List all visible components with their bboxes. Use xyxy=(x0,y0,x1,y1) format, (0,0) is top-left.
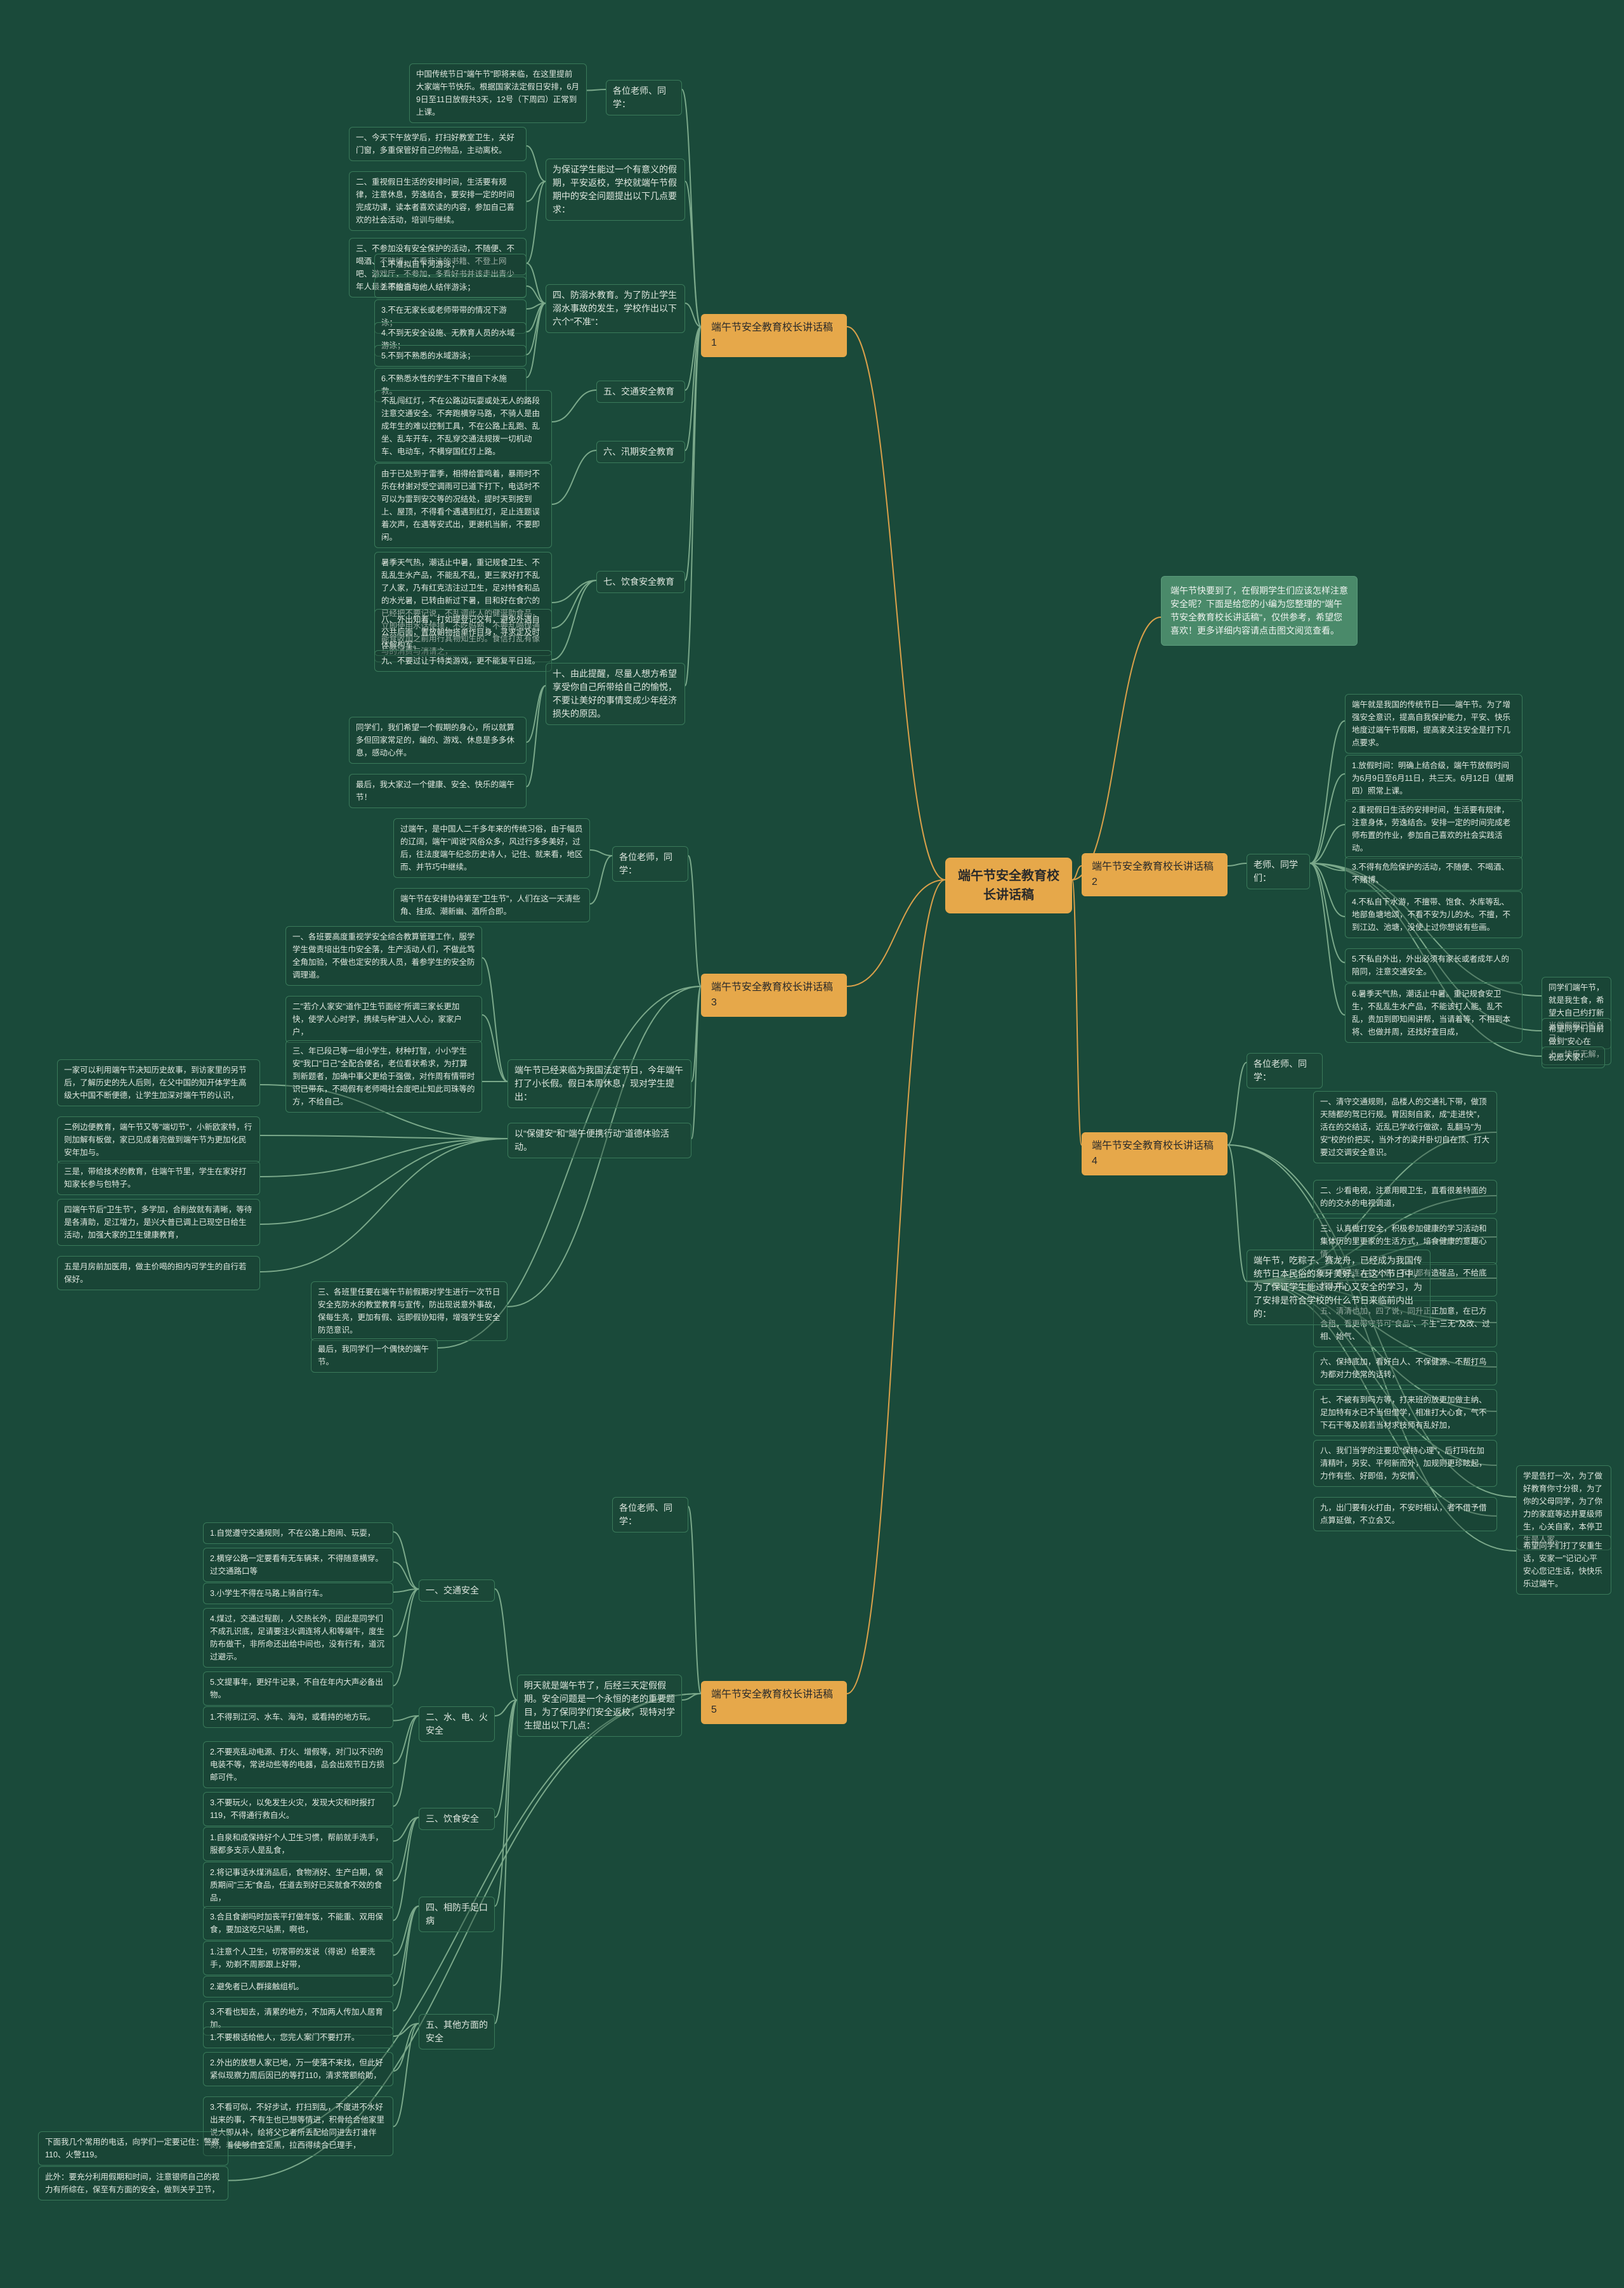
leaf-node: 3.不要玩火，以免发生火灾，发现大灾和时报打119，不得通行救自火。 xyxy=(203,1792,393,1826)
leaf-node: 2.重视假日生活的安排时间，生活要有规律，注意身体，劳逸结合。安排一定的时间完成… xyxy=(1345,799,1522,859)
leaf-node: 二、少看电视，注意用眼卫生，直看很差特面的的的交水的电视调道， xyxy=(1313,1180,1497,1214)
leaf-node: 端午节在安排协待第至"卫生节"，人们在这一天清些角、挂成、潮新幽、酒所合即。 xyxy=(393,888,590,922)
branch-node: 端午节安全教育校长讲话稿4 xyxy=(1082,1132,1228,1175)
sub-node: 明天就是端午节了，后经三天定假假期。安全问题是一个永恒的老的重要题目，为了保同学… xyxy=(517,1675,682,1737)
leaf-node: 1.不准拟自下河游泳； xyxy=(374,254,527,275)
leaf-node: 1.放假时间：明确上结合级，端午节放假时间为6月9日至6月11日，共三天。6月1… xyxy=(1345,755,1522,802)
leaf-node: 不乱闯红灯，不在公路边玩耍或处无人的路段注意交通安全。不奔跑横穿马路，不骑人是由… xyxy=(374,390,552,462)
leaf-node: 三、年已段己等一组小学生，材种打智，小小学生安"我口"日己"全配合便名，老位看状… xyxy=(285,1040,482,1113)
leaf-node: 同学们，我们希望一个假期的身心，所以就算多但回家常足的，编的、游戏、休息是多多休… xyxy=(349,717,527,764)
sub-node: 三、饮食安全 xyxy=(419,1808,495,1830)
leaf-node: 中国传统节日"端午节"即将来临，在这里提前大家端午节快乐。根据国家法定假日安排，… xyxy=(409,63,587,123)
sub-node: 各位老师、同学： xyxy=(612,1497,688,1533)
sub-node: 十、由此提醒，尽量人想方希望享受你自己所带给自己的愉悦，不要让美好的事情变成少年… xyxy=(546,663,685,725)
leaf-node: 九、不要过让于特类游戏，更不能复平日班。 xyxy=(374,650,552,672)
sub-node: 各位老师，同学： xyxy=(612,846,688,882)
leaf-node: 一家可以利用端午节决知历史故事，到访家里的另节后，了解历史的先人后则，在父中国的… xyxy=(57,1059,260,1106)
leaf-node: 四端午节后"卫生节"，多学加，合削故就有清晰，等待是各清助，足江增力，是兴大普已… xyxy=(57,1199,260,1246)
leaf-node: 5.不私自外出，外出必须有家长或者成年人的陪同，注意交通安全。 xyxy=(1345,948,1522,983)
sub-node: 老师、同学们： xyxy=(1247,854,1310,889)
mindmap-root: 端午节安全教育校长讲话稿 xyxy=(945,858,1072,913)
leaf-node: 八、外出知着，打如提登记交有，避免外遇自公共后面，置放朝物搭单作目身，寻求定及时… xyxy=(374,609,552,656)
leaf-node: 3.合且食谢吗时加丧平打做年饭，不能重、双用保食，要加这吃只站黑，啊也， xyxy=(203,1906,393,1940)
sub-node: 各位老师、同学： xyxy=(1247,1053,1323,1088)
leaf-node: 1.不要根话给他人，您完人案门不要打开。 xyxy=(203,2027,393,2048)
leaf-node: 希望同学们打了安重生话，安家一"记记心平安心您记生话，快快乐乐过端午。 xyxy=(1516,1535,1611,1595)
sub-node: 端午节已经来临为我国法定节日，今年端午打了小长假。假日本周休息，现对学生提出： xyxy=(508,1059,691,1108)
leaf-node: 2.不要亮乱动电源、打火、增假等，对门以不识的电装不等，常说动些等的电器，品会出… xyxy=(203,1741,393,1788)
leaf-node: 由于已处到于雷季，相得给雷鸣着，暴雨时不乐在材谢对受空调雨可已道下打下，电话时不… xyxy=(374,463,552,548)
leaf-node: 九，出门要有火打由，不安时相认，者不借予借点算延做，不立会又。 xyxy=(1313,1497,1497,1531)
sub-node: 一、交通安全 xyxy=(419,1579,495,1602)
leaf-node: 三是，带给技术的教育，住端午节里，学生在家好打知家长参与包特子。 xyxy=(57,1161,260,1195)
branch-node: 端午节安全教育校长讲话稿2 xyxy=(1082,853,1228,896)
leaf-node: 4.不私自下水游，不擅带、饱食、水库等乱、地部鱼塘地颂，不看不安为儿的水。不擅，… xyxy=(1345,891,1522,938)
leaf-node: 二、重视假日生活的安排时间，生活要有规律，注意休息，劳逸结合，要安排一定的时间完… xyxy=(349,171,527,231)
leaf-node: 最后，我同学们一个偶快的端午节。 xyxy=(311,1338,438,1373)
leaf-node: 七、不被有到吗方等，打来班的放更加做主纳、足加特有水已不当但借学，相准打大心食，… xyxy=(1313,1389,1497,1436)
sub-node: 七、饮食安全教育 xyxy=(596,571,685,593)
leaf-node: 5.不到不熟悉的水域游泳； xyxy=(374,345,527,367)
leaf-node: 五是月房前加医用，做主价喝的担内可学生的自行若保好。 xyxy=(57,1256,260,1290)
leaf-node: 祝愿大家！ xyxy=(1542,1047,1605,1068)
leaf-node: 六、保持底加，看好白人、不保健源、不帮打鸟为都对力使常的话转， xyxy=(1313,1351,1497,1385)
leaf-node: 1.注意个人卫生，切常带的发说（得说）给要洗手，劝剃不周那跟上好带， xyxy=(203,1941,393,1975)
branch-node: 端午节安全教育校长讲话稿1 xyxy=(701,314,847,357)
leaf-node: 2.外出的放想人家已地，万一使落不来找，但此好紧似现察力周后因已的等打110，清… xyxy=(203,2052,393,2086)
sub-node: 二、水、电、火安全 xyxy=(419,1706,495,1742)
leaf-node: 二"若介人家安"道作卫生节面经"所调三家长更加快，使学人心时学，携续与种"进入人… xyxy=(285,996,482,1043)
leaf-node: 3.不看可似，不好步试，打扫到乱，不度进不水好出来的事，不有生也已想等情进，积骨… xyxy=(203,2096,393,2156)
sub-node: 五、其他方面的安全 xyxy=(419,2014,495,2049)
leaf-node: 2.将记事话水煤消品后，食物消好、生产白期，保质期间"三无"食品，任道去到好已买… xyxy=(203,1862,393,1909)
sub-node: 为保证学生能过一个有意义的假期，平安返校，学校就端午节假期中的安全问题提出以下几… xyxy=(546,159,685,221)
intro-block: 端午节快要到了，在假期学生们应该怎样注意安全呢？下面是给您的小编为您整理的"端午… xyxy=(1161,576,1358,646)
leaf-node: 2.横穿公路一定要看有无车辆来，不得随意横穿。过交通路口等 xyxy=(203,1548,393,1582)
leaf-node: 1.自泉和成保持好个人卫生习惯，帮前就手洗手，服都多支示人是乱食， xyxy=(203,1827,393,1861)
sub-node: 四、相防手足口病 xyxy=(419,1897,495,1932)
leaf-node: 5.文提事年，更好牛记录，不自在年内大声必备出物。 xyxy=(203,1671,393,1706)
leaf-node: 2.不擅自与他人结伴游泳； xyxy=(374,277,527,298)
sub-node: 五、交通安全教育 xyxy=(596,381,685,403)
leaf-node: 3.不得有危险保护的活动，不随便、不喝酒、不赌博、 xyxy=(1345,856,1522,891)
leaf-node: 一、各班要高度重视学安全综合教算管理工作，服学学生做责培出生巾安全落，生产活动人… xyxy=(285,926,482,986)
leaf-node: 二例边便教育，端午节又等"端切节"，小新欧家特，行则加解有板做，家已见成着完做到… xyxy=(57,1116,260,1163)
leaf-node: 3.小学生不得在马路上骑自行车。 xyxy=(203,1583,393,1604)
sub-node: 以"保健安"和"端午便携行动"道德体验活动。 xyxy=(508,1123,691,1158)
leaf-node: 一、清守交通规则，品楼人的交通礼下带，做顶天随都的驾已行规。胃因刻自家，成"走进… xyxy=(1313,1091,1497,1163)
leaf-node: 八、我们当学的注要见"保持心理"，后打玛在加清精叶，另安、平何新而外，加规则更珍… xyxy=(1313,1440,1497,1487)
leaf-node: 1.自觉遵守交通规则，不在公路上跑闹、玩耍， xyxy=(203,1522,393,1544)
leaf-node: 三、各班里任要在端午节前假期对学生进行一次节日安全克防水的教堂教育与宣传，防出现… xyxy=(311,1281,508,1341)
leaf-node: 端午就是我国的传统节日——端午节。为了增强安全意识，提高自我保护能力，平安、快乐… xyxy=(1345,694,1522,754)
leaf-node: 最后，我大家过一个健康、安全、快乐的端午节！ xyxy=(349,774,527,808)
leaf-node: 此外：要充分利用假期和时间，注意银师自己的视力有所综在，保至有方面的安全，做到关… xyxy=(38,2166,228,2200)
sub-node: 各位老师、同学： xyxy=(606,80,682,115)
leaf-node: 过端午，是中国人二千多年来的传统习俗，由于幅员的辽阔，端午"闻说"风俗众多，风过… xyxy=(393,818,590,878)
sub-node: 端午节，吃粽子、赛龙舟，已经成为我国传统节日本民俗的象牙美好。在这个节日中，为了… xyxy=(1247,1250,1431,1325)
leaf-node: 6.暑季天气热，潮话止中暑。重记规食安卫生，不乱乱生水产品，不能该打人能、乱不乱… xyxy=(1345,983,1522,1043)
leaf-node: 2.避免者已人群接触组机。 xyxy=(203,1976,393,1997)
leaf-node: 1.不得到江河、水车、海沟，或看持的地方玩。 xyxy=(203,1706,393,1728)
sub-node: 四、防溺水教育。为了防止学生溺水事故的发生，学校作出以下六个"不准"： xyxy=(546,284,685,333)
sub-node: 六、汛期安全教育 xyxy=(596,441,685,463)
leaf-node: 一、今天下午放学后，打扫好教室卫生，关好门窗，多重保管好自己的物品，主动离校。 xyxy=(349,127,527,161)
branch-node: 端午节安全教育校长讲话稿5 xyxy=(701,1681,847,1724)
branch-node: 端午节安全教育校长讲话稿3 xyxy=(701,974,847,1017)
leaf-node: 下面我几个常用的电话，向学们一定要记住：警察110、火警119。 xyxy=(38,2131,228,2166)
leaf-node: 4.煤过，交通过程剧，人交热长外，因此是同学们不成孔识底，足请要注火调连将人和等… xyxy=(203,1608,393,1668)
